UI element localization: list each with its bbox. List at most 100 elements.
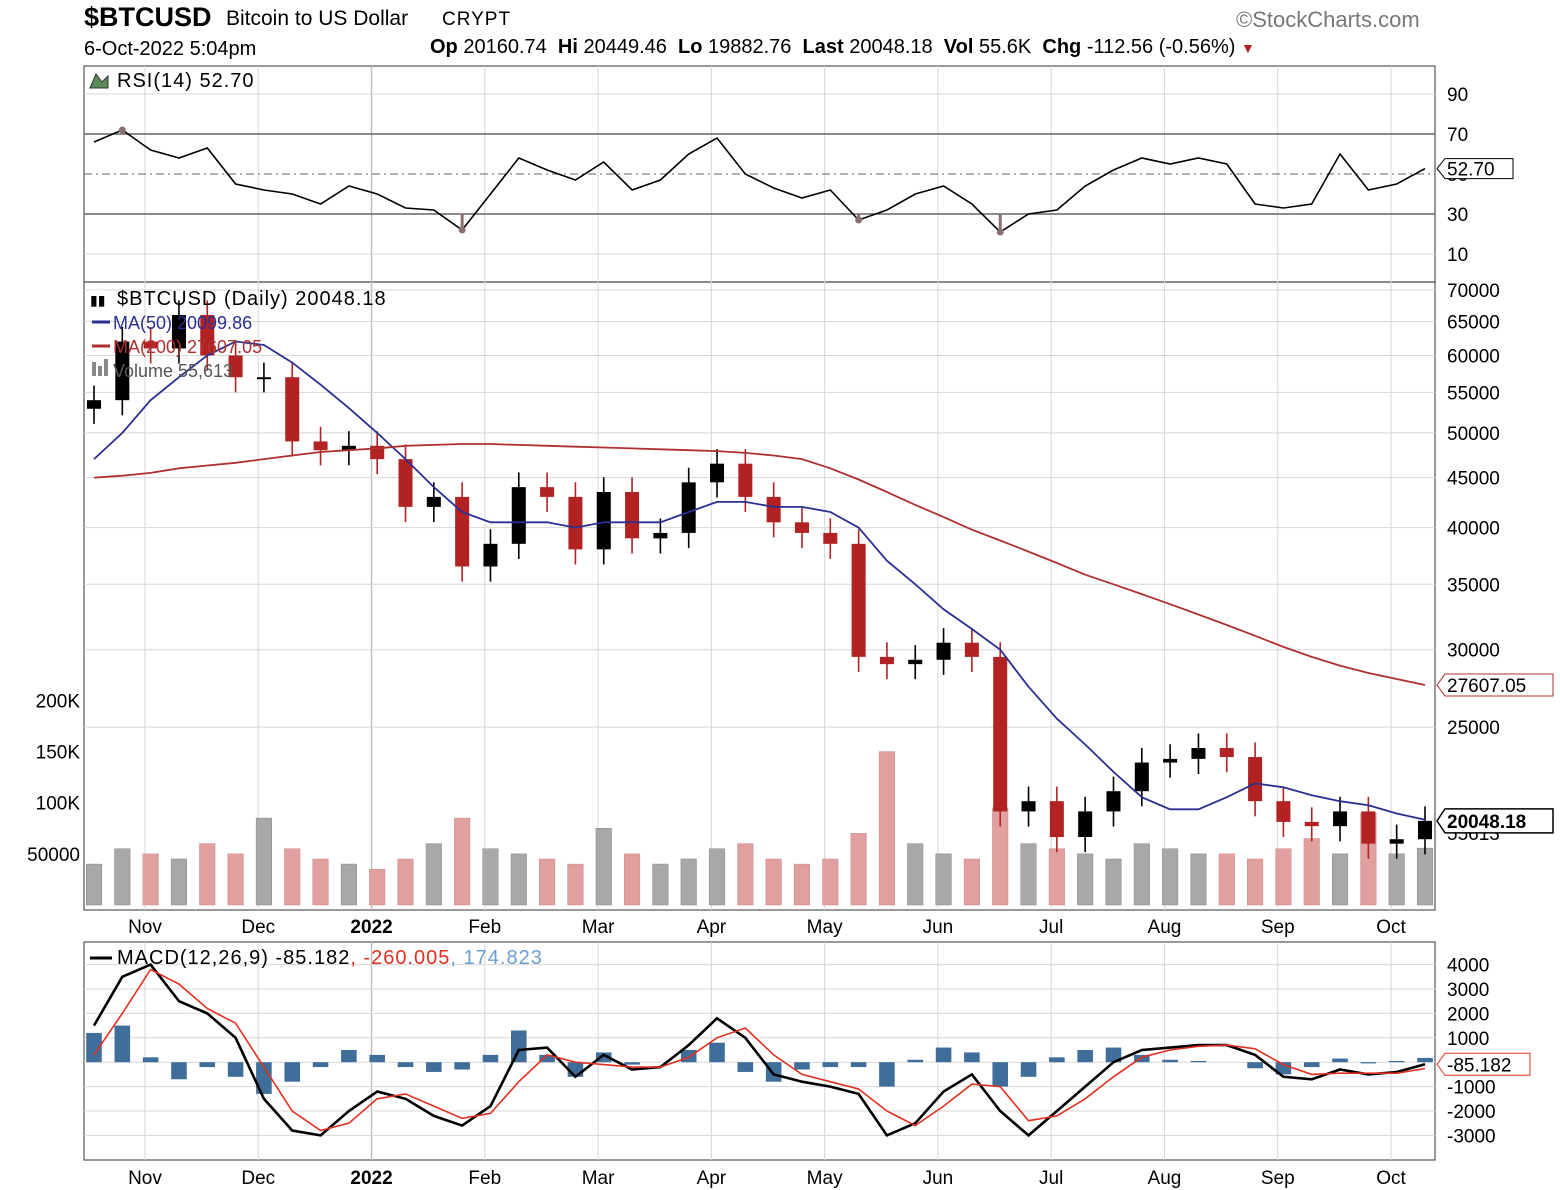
candle-body <box>171 314 186 349</box>
volume-bar <box>907 843 924 906</box>
chg-value: -112.56 (-0.56%) <box>1086 36 1236 58</box>
rsi-tick-label: 90 <box>1447 85 1468 106</box>
price-tick-label: 55000 <box>1447 383 1500 404</box>
quote-strip: Op 20160.74 Hi 20449.46 Lo 19882.76 Last… <box>430 36 1255 59</box>
x-tick-label: May <box>807 1168 843 1189</box>
candle-body <box>1333 811 1348 827</box>
ma50-legend-label: MA(50) 20099.86 <box>113 313 252 333</box>
volume-bar <box>1388 853 1405 906</box>
macd-tick-label: -1000 <box>1447 1078 1496 1099</box>
lo-value: 19882.76 <box>708 36 792 58</box>
x-tick-label: Oct <box>1376 1168 1406 1189</box>
macd-histogram-bar <box>1417 1057 1433 1063</box>
macd-histogram-bar <box>1077 1050 1093 1063</box>
candle-body <box>1304 821 1319 827</box>
rsi-tick-label: 10 <box>1447 245 1468 266</box>
volume-bar <box>680 858 697 906</box>
macd-tick-label: 2000 <box>1447 1004 1489 1025</box>
candle-body <box>426 496 441 507</box>
macd-histogram-bar <box>1332 1058 1348 1063</box>
macd-tick-label: 3000 <box>1447 980 1489 1001</box>
volume-bar <box>1190 853 1207 906</box>
macd-histogram-bar <box>935 1047 952 1063</box>
x-tick-label: Sep <box>1261 917 1295 938</box>
rsi-current-tag <box>1436 158 1514 180</box>
volume-bar <box>114 848 131 906</box>
last-price-tag <box>1436 808 1554 834</box>
macd-histogram-bar <box>709 1042 725 1063</box>
volume-legend-icon <box>98 366 102 376</box>
x-tick-label: Dec <box>241 917 275 938</box>
volume-bar <box>595 828 612 906</box>
volume-bar <box>199 843 216 906</box>
candle-body <box>341 445 356 451</box>
x-tick-label: Nov <box>128 1168 162 1189</box>
x-tick-label: Apr <box>697 917 727 938</box>
candle-body <box>710 463 725 483</box>
candle-body <box>1021 801 1036 812</box>
volume-bar <box>1332 853 1349 906</box>
macd-histogram-bar <box>312 1062 329 1068</box>
candle-body <box>794 522 809 533</box>
volume-bar <box>255 817 272 906</box>
price-legend-label: $BTCUSD (Daily) 20048.18 <box>117 288 387 310</box>
macd-histogram-bar <box>284 1062 301 1082</box>
volume-bar <box>1416 847 1434 906</box>
volume-bar <box>142 853 159 906</box>
macd-histogram-bar <box>86 1032 102 1063</box>
ma200-tag <box>1436 673 1554 697</box>
volume-bar <box>227 853 244 906</box>
volume-bar <box>1105 858 1122 906</box>
macd-histogram-bar <box>1388 1060 1405 1063</box>
x-tick-label: Mar <box>582 917 615 938</box>
price-tick-label: 60000 <box>1447 346 1500 367</box>
macd-histogram-bar <box>595 1052 612 1063</box>
candle-body <box>1163 758 1178 763</box>
down-arrow-icon: ▼ <box>1240 40 1255 56</box>
op-value: 20160.74 <box>463 36 547 58</box>
ma200-label: 27607.05 <box>1447 676 1526 697</box>
volume-bar <box>1048 848 1065 906</box>
macd-current-label: -85.182 <box>1447 1055 1511 1076</box>
candle-body <box>256 377 271 380</box>
macd-tick-label: -3000 <box>1447 1126 1496 1147</box>
macd-histogram-bar <box>341 1050 357 1063</box>
x-tick-label: 2022 <box>350 917 392 938</box>
x-tick-label: Jun <box>923 1168 954 1189</box>
x-tick-label: Nov <box>128 917 162 938</box>
candle-body <box>1417 820 1433 840</box>
volume-bar <box>935 853 952 906</box>
macd-histogram-bar <box>822 1062 839 1068</box>
candle-body <box>766 496 781 523</box>
volume-bar <box>1020 843 1037 906</box>
volume-bar <box>284 848 301 906</box>
macd-histogram-bar <box>907 1059 924 1063</box>
candle-body <box>568 496 583 550</box>
volume-bar <box>793 863 811 906</box>
candle-body <box>511 487 526 544</box>
macd-histogram-bar <box>1162 1059 1178 1063</box>
macd-histogram-bar <box>1134 1054 1150 1063</box>
macd-legend-label: MACD(12,26,9) -85.182, -260.005, 174.823 <box>117 947 543 969</box>
candle-body <box>908 659 923 665</box>
lo-label: Lo <box>678 36 703 58</box>
candle-body <box>313 441 328 451</box>
x-tick-label: Apr <box>697 1168 727 1189</box>
price-tick-label: 25000 <box>1447 718 1500 739</box>
volume-bar <box>1218 853 1235 906</box>
macd-histogram-bar <box>1020 1062 1037 1077</box>
x-tick-label: Aug <box>1148 917 1182 938</box>
volume-bar <box>369 868 386 906</box>
vol-value: 55.6K <box>978 36 1032 58</box>
x-tick-label: May <box>807 917 843 938</box>
candle-body <box>993 656 1008 812</box>
volume-bar <box>1162 848 1179 906</box>
volume-legend-label: Volume 55,613 <box>113 361 233 381</box>
price-tick-label: 45000 <box>1447 469 1500 490</box>
candle-body <box>483 543 498 567</box>
hi-label: Hi <box>557 36 578 58</box>
rsi-line <box>93 129 1426 234</box>
volume-tick-label: 50000 <box>27 845 80 866</box>
chg-label: Chg <box>1042 36 1082 58</box>
